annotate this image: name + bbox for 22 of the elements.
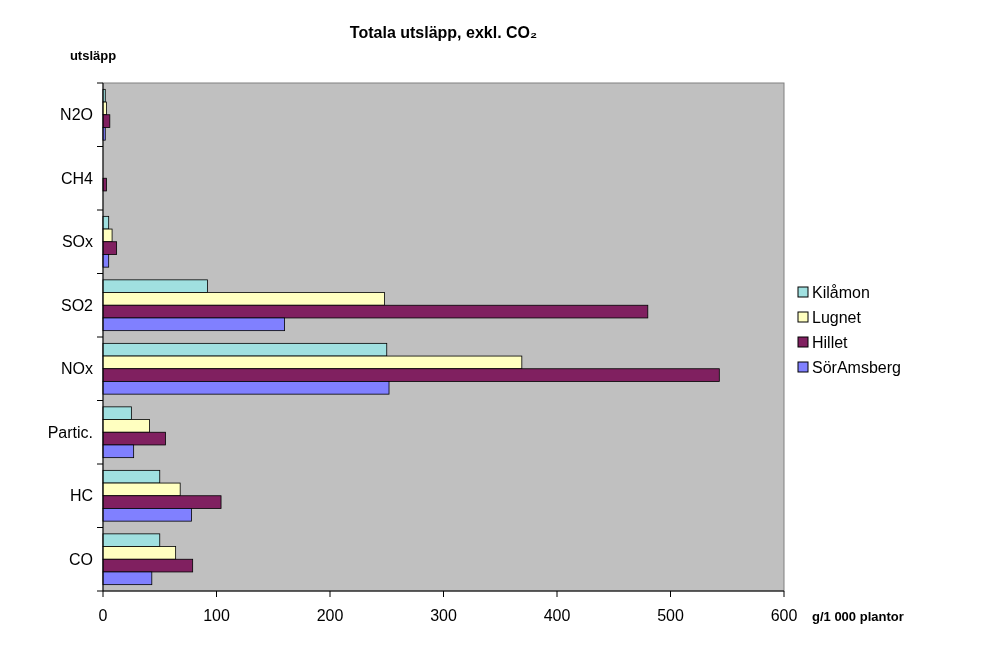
y-tick-label: CH4 <box>60 169 94 187</box>
legend-label: Hillet <box>812 333 849 351</box>
chart-title: Totala utsläpp, exkl. CO₂ <box>349 24 538 41</box>
y-tick-label: SOx <box>61 233 93 251</box>
x-tick-label: 400 <box>543 607 571 624</box>
x-tick-label: 0 <box>98 607 108 624</box>
legend-label: SörAmsberg <box>812 358 901 376</box>
x-axis-title: g/1 000 plantor <box>812 609 904 624</box>
x-tick-label: 500 <box>657 607 684 624</box>
x-tick-label: 600 <box>770 607 798 624</box>
y-tick-label: Partic. <box>47 423 93 441</box>
y-tick-label: N2O <box>60 106 93 124</box>
x-tick-label: 300 <box>430 607 457 624</box>
x-tick-label: 100 <box>203 607 230 624</box>
y-axis-title: utsläpp <box>69 48 117 63</box>
y-tick-label: NOx <box>61 360 93 378</box>
y-tick-label: HC <box>69 487 93 505</box>
y-tick-label: CO <box>69 550 93 568</box>
y-tick-label: SO2 <box>60 296 94 314</box>
x-tick-label: 200 <box>316 607 344 624</box>
legend-label: Kilåmon <box>812 283 870 301</box>
legend-label: Lugnet <box>812 308 862 326</box>
